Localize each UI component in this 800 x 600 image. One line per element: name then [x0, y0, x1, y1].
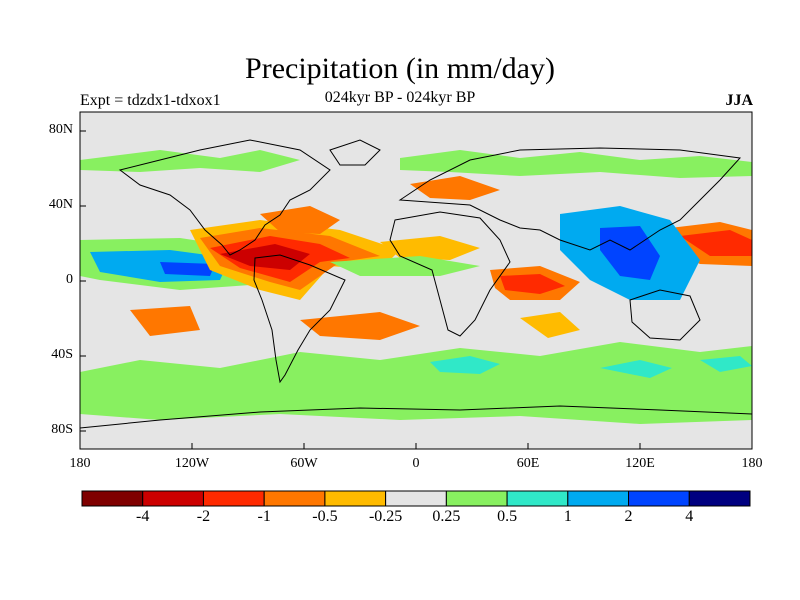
- west-pacific-dry-anomaly: [680, 230, 752, 256]
- colorbar-label: -4: [136, 508, 150, 525]
- colorbar-label: 0.25: [432, 508, 461, 525]
- us-dry-anomaly: [260, 206, 340, 234]
- lon-label-180e: 180: [741, 456, 763, 471]
- lon-label-60w: 60W: [290, 456, 318, 471]
- colorbar-label: 2: [624, 508, 633, 525]
- lat-label-equator: 0: [66, 272, 73, 287]
- eurasia-coast: [398, 147, 742, 251]
- map-title: Precipitation (in mm/day): [245, 52, 555, 85]
- colorbar: [81, 490, 751, 507]
- colorbar-label: -0.25: [368, 508, 403, 525]
- colorbar-swatch: [688, 490, 751, 507]
- australia-coast: [629, 289, 701, 341]
- colorbar-swatch: [263, 490, 326, 507]
- colorbar-label: 0.5: [497, 508, 518, 525]
- experiment-label: Expt = tdzdx1-tdxox1: [80, 92, 221, 109]
- southern-ocean-cyan-patch: [600, 360, 672, 378]
- lat-label-80s: 80S: [51, 422, 73, 437]
- southern-ocean-wet-band: [80, 342, 752, 424]
- colorbar-label: -1: [257, 508, 271, 525]
- period-label: 024kyr BP - 024kyr BP: [324, 89, 476, 106]
- sahel-dry-anomaly: [380, 236, 480, 260]
- lon-label-120w: 120W: [174, 456, 210, 471]
- colorbar-swatch: [628, 490, 690, 507]
- lon-label-180w: 180: [69, 456, 91, 471]
- antarctica-coast: [80, 405, 752, 429]
- east-pacific-wet-anomaly: [160, 262, 215, 276]
- lat-label-40n: 40N: [48, 197, 73, 212]
- colorbar-swatch: [385, 490, 447, 507]
- colorbar-swatch: [324, 490, 387, 507]
- lon-label-60e: 60E: [516, 456, 540, 471]
- axis-ticks: [80, 130, 641, 449]
- southern-ocean-cyan-patch: [700, 356, 752, 372]
- africa-coast: [389, 211, 511, 337]
- south-pacific-dry-anomaly: [130, 306, 200, 336]
- colorbar-swatch: [202, 490, 265, 507]
- season-label: JJA: [725, 92, 753, 109]
- indian-ocean-dry-anomaly: [500, 274, 565, 294]
- south-indian-dry-anomaly: [520, 312, 580, 338]
- precip-fields: [80, 150, 752, 424]
- colorbar-label: 4: [685, 508, 694, 525]
- lat-label-40s: 40S: [51, 347, 73, 362]
- eurasia-wet-band: [400, 150, 752, 178]
- colorbar-swatch: [142, 490, 204, 507]
- lon-label-120e: 120E: [625, 456, 655, 471]
- colorbar-label: -0.5: [312, 508, 338, 525]
- colorbar-swatch: [445, 490, 508, 507]
- colorbar-swatch: [81, 490, 144, 507]
- colorbar-swatch: [506, 490, 569, 507]
- north-america-coast: [118, 139, 331, 256]
- lat-label-80n: 80N: [48, 122, 73, 137]
- colorbar-label: 1: [563, 508, 572, 525]
- south-atlantic-dry-anomaly: [300, 312, 420, 340]
- greenland-coast: [329, 139, 381, 166]
- south-america-coast: [253, 254, 346, 384]
- southern-ocean-cyan-patch: [430, 356, 500, 374]
- tropical-atlantic-wet-band: [330, 256, 480, 276]
- lon-label-0: 0: [412, 456, 420, 471]
- colorbar-swatch: [567, 490, 630, 507]
- mediterranean-dry-anomaly: [410, 176, 500, 200]
- colorbar-label: -2: [196, 508, 211, 525]
- coastlines: [80, 139, 752, 429]
